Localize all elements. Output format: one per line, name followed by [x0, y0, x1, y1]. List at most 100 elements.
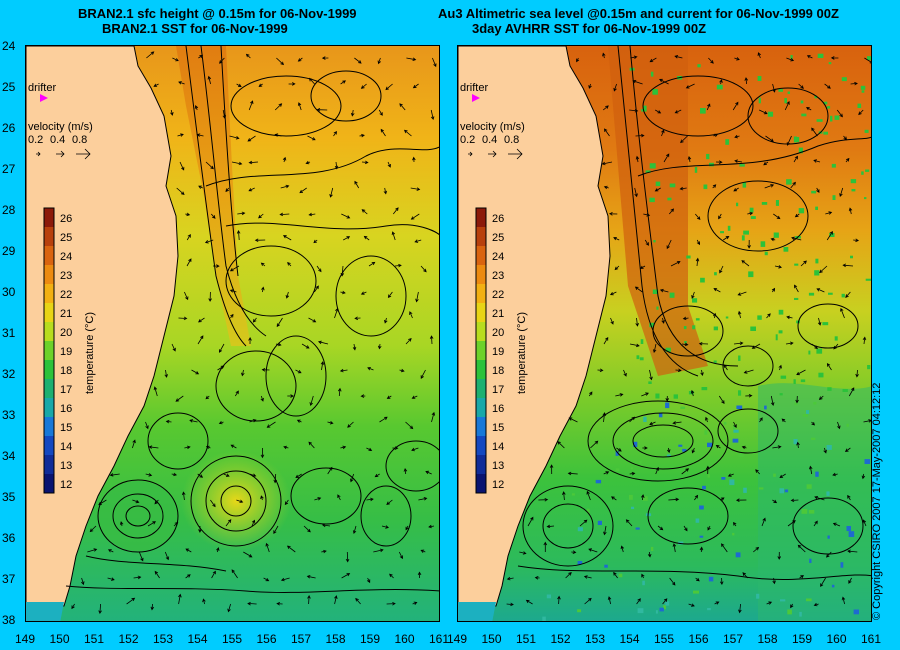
sst-speckle	[867, 365, 871, 370]
velocity-arrow	[173, 521, 179, 527]
velocity-arrow	[669, 577, 676, 586]
sst-speckle	[817, 53, 824, 58]
southern-shelf-water	[26, 602, 64, 621]
velocity-arrow	[848, 207, 853, 215]
colorbar-tick-label: 26	[492, 213, 504, 225]
sst-speckle	[645, 170, 651, 173]
velocity-arrow	[719, 265, 724, 274]
velocity-arrow	[649, 421, 656, 426]
velocity-arrow	[858, 109, 864, 116]
velocity-arrow	[377, 57, 382, 65]
velocity-arrow	[809, 465, 813, 475]
velocity-arrow	[837, 421, 841, 430]
sst-speckle	[799, 611, 802, 617]
velocity-arrow	[345, 551, 350, 563]
sst-speckle	[725, 316, 729, 319]
velocity-arrow	[862, 336, 867, 345]
velocity-arrow	[826, 551, 832, 558]
velocity-arrow	[398, 551, 403, 560]
velocity-arrow	[138, 551, 144, 562]
temperature-colorbar: 26 25 24 23 22 21 20 19 18 17 16 15 14 13 12 temperatur…	[43, 207, 96, 494]
sst-speckle	[577, 609, 582, 613]
velocity-arrow	[603, 185, 609, 190]
velocity-arrow	[333, 131, 337, 137]
velocity-arrow	[813, 520, 818, 527]
velocity-arrow	[377, 343, 382, 350]
velocity-arrow	[602, 105, 609, 111]
velocity-arrow	[690, 389, 695, 397]
velocity-arrow	[308, 212, 316, 217]
velocity-arrow	[793, 155, 798, 163]
sst-speckle	[826, 445, 832, 450]
velocity-arrow	[771, 287, 776, 293]
colorbar-swatch	[44, 379, 54, 398]
velocity-arrow	[275, 342, 282, 347]
southern-shelf-water	[458, 602, 496, 621]
velocity-arrow	[743, 369, 754, 374]
velocity-arrow	[741, 260, 750, 267]
velocity-arrow	[649, 57, 657, 63]
velocity-arrow	[790, 498, 799, 503]
velocity-arrow	[321, 549, 327, 554]
velocity-arrow	[186, 233, 191, 241]
velocity-arrow	[719, 577, 724, 586]
velocity-arrow	[847, 549, 858, 554]
velocity-arrow	[747, 239, 751, 249]
velocity-arrow	[276, 602, 283, 606]
sst-speckle	[707, 474, 710, 478]
velocity-arrow	[406, 57, 417, 61]
velocity-arrow	[205, 395, 210, 400]
velocity-arrow	[282, 235, 292, 241]
velocity-arrow	[506, 576, 514, 581]
velocity-arrow	[811, 343, 818, 350]
current-vectors	[506, 52, 871, 614]
colorbar-tick-label: 15	[492, 422, 504, 434]
velocity-arrow	[247, 135, 256, 142]
velocity-arrow	[666, 447, 671, 454]
velocity-arrow	[608, 212, 618, 216]
sst-speckle	[834, 115, 840, 120]
sst-speckle	[697, 64, 701, 68]
velocity-arrow	[647, 551, 652, 558]
velocity-legend-value-2: 0.4	[50, 134, 65, 146]
velocity-arrow	[586, 490, 591, 501]
velocity-arrow	[354, 57, 362, 64]
sst-speckle	[848, 531, 855, 537]
sst-speckle	[857, 103, 862, 108]
velocity-arrow	[258, 83, 263, 87]
velocity-arrow	[613, 571, 618, 579]
velocity-arrow	[674, 55, 683, 59]
y-tick-label: 33	[2, 408, 16, 422]
velocity-arrow	[613, 237, 620, 241]
velocity-arrow	[411, 395, 418, 399]
sst-speckle	[542, 616, 546, 621]
sst-speckle	[811, 190, 817, 194]
velocity-arrow	[794, 213, 800, 218]
y-tick-label: 31	[2, 326, 16, 340]
sst-speckle	[773, 232, 779, 238]
velocity-arrow	[225, 519, 232, 527]
colorbar-tick-label: 23	[492, 270, 504, 282]
velocity-arrow	[276, 57, 284, 66]
velocity-arrow	[184, 445, 191, 450]
sst-speckle	[826, 491, 830, 496]
sst-speckle	[841, 77, 847, 82]
colorbar-swatch	[476, 474, 486, 493]
sst-speckle	[822, 322, 829, 326]
velocity-arrow	[525, 599, 533, 605]
velocity-arrow	[366, 577, 371, 584]
velocity-arrow	[176, 187, 185, 195]
velocity-arrow	[258, 213, 264, 219]
velocity-arrow	[623, 369, 627, 377]
velocity-arrow	[824, 83, 831, 89]
sst-speckle	[861, 171, 864, 175]
velocity-arrow	[394, 263, 402, 268]
velocity-arrow	[800, 260, 807, 267]
velocity-arrow	[274, 133, 282, 137]
colorbar-tick-label: 19	[492, 346, 504, 358]
sst-speckle	[742, 182, 747, 188]
velocity-arrow	[734, 57, 740, 61]
velocity-arrow	[252, 317, 257, 323]
sst-speckle	[655, 181, 661, 187]
x-tick-label: 151	[515, 632, 537, 646]
